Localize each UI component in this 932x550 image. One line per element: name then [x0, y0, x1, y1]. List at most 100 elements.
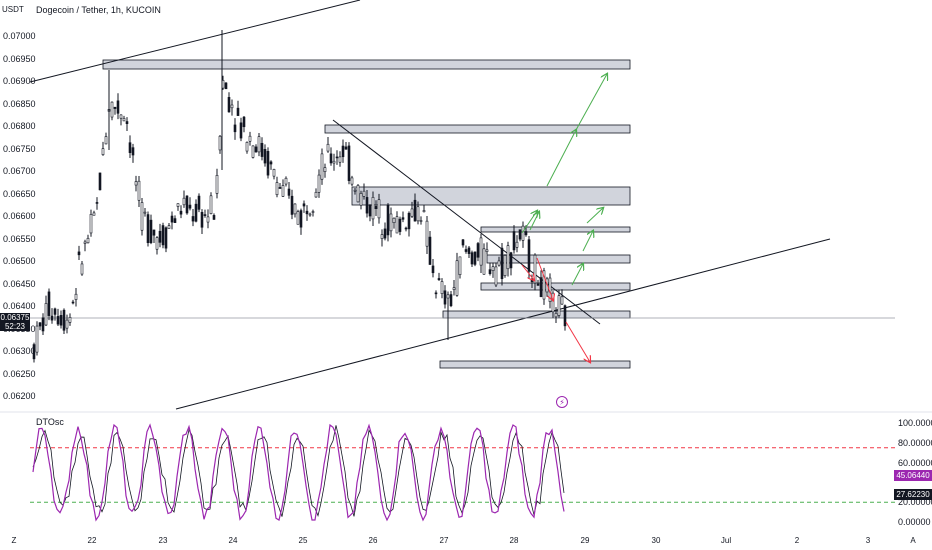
- price-zone: [442, 310, 631, 319]
- candle-body: [104, 136, 108, 145]
- time-axis-label: 23: [158, 536, 168, 545]
- candle-body: [263, 149, 267, 164]
- candle-body: [503, 255, 507, 276]
- candle-body: [203, 214, 207, 216]
- price-axis-label: 0.06850: [3, 98, 36, 109]
- candle-body: [482, 248, 486, 275]
- candle-body: [473, 251, 477, 265]
- candle-body: [383, 228, 387, 239]
- projection-arrow-down: [521, 264, 534, 280]
- candle-body: [428, 236, 432, 265]
- descending-trend-line: [332, 119, 601, 325]
- candle-body: [152, 229, 156, 236]
- price-axis-label: 0.06200: [3, 391, 36, 401]
- projection-arrow-down: [565, 321, 590, 362]
- candle-body: [269, 161, 273, 165]
- candle-body: [425, 220, 429, 247]
- lightning-icon[interactable]: ⚡: [556, 396, 568, 408]
- candle-body: [224, 82, 228, 90]
- candle-body: [341, 145, 345, 158]
- price-axis-label: 0.06250: [3, 368, 36, 379]
- time-axis-label: 24: [228, 536, 238, 545]
- candle-body: [125, 121, 129, 124]
- candle-body: [266, 151, 270, 176]
- time-axis-label: A: [910, 536, 916, 545]
- oscillator-title[interactable]: DTOsc: [36, 417, 64, 427]
- candle-body: [68, 317, 72, 323]
- time-axis-label: 30: [651, 536, 661, 545]
- candle-body: [461, 239, 465, 246]
- candle-body: [173, 218, 177, 223]
- candle-body: [86, 237, 90, 244]
- candle-body: [260, 142, 264, 157]
- candle-body: [404, 227, 408, 230]
- candle-body: [53, 308, 57, 315]
- candle-body: [407, 212, 411, 230]
- candle-body: [317, 174, 321, 193]
- candle-body: [374, 206, 378, 210]
- candle-body: [344, 146, 348, 150]
- projection-arrow-up: [582, 231, 593, 252]
- candle-body: [455, 260, 459, 296]
- candle-body: [278, 187, 282, 189]
- candle-body: [41, 317, 45, 332]
- candle-body: [98, 172, 102, 191]
- candle-body: [509, 252, 513, 269]
- candle-body: [329, 153, 333, 164]
- time-axis-label: Z: [11, 536, 17, 545]
- candle-body: [464, 249, 468, 252]
- candle-body: [56, 316, 60, 325]
- candle-body: [233, 124, 237, 133]
- candle-body: [293, 203, 297, 215]
- price-zone: [486, 254, 631, 264]
- price-zone: [439, 360, 631, 369]
- candle-body: [206, 216, 210, 223]
- candle-body: [146, 214, 150, 244]
- candle-body: [392, 217, 396, 223]
- symbol-title[interactable]: Dogecoin / Tether, 1h, KUCOIN: [36, 5, 161, 15]
- candle-body: [248, 135, 252, 142]
- price-axis-label: 0.06700: [3, 166, 36, 176]
- candle-body: [89, 214, 93, 234]
- candle-body: [368, 204, 372, 217]
- candle-body: [311, 211, 315, 213]
- candle-body: [170, 215, 174, 223]
- candle-body: [413, 199, 417, 222]
- time-axis-label: 27: [439, 536, 449, 545]
- candle-body: [500, 247, 504, 280]
- projection-arrow-down: [536, 257, 553, 300]
- candle-body: [380, 234, 384, 239]
- candle-body: [308, 213, 312, 216]
- oscillator-axis-label: 100.00000: [898, 418, 932, 428]
- candle-body: [485, 249, 489, 252]
- candle-body: [557, 295, 561, 316]
- candle-body: [350, 177, 354, 185]
- time-axis-label: Jul: [720, 536, 732, 545]
- candle-body: [149, 219, 153, 244]
- osc-fast-value-tag: 45.06440: [894, 470, 932, 481]
- candle-body: [251, 145, 255, 158]
- candle-body: [359, 193, 363, 206]
- candle-body: [539, 277, 543, 298]
- candle-body: [59, 315, 63, 326]
- candle-body: [467, 247, 471, 254]
- candle-body: [212, 215, 216, 220]
- candle-body: [134, 181, 138, 186]
- candle-body: [179, 210, 183, 215]
- candle-body: [560, 296, 564, 305]
- candle-body: [494, 266, 498, 286]
- candle-body: [254, 146, 258, 153]
- candle-body: [47, 291, 51, 316]
- candle-body: [164, 227, 168, 249]
- price-axis-label: 0.06550: [3, 233, 36, 244]
- candle-body: [338, 156, 342, 163]
- price-zone: [480, 282, 631, 291]
- candle-body: [155, 237, 159, 250]
- candle-body: [332, 160, 336, 164]
- time-axis-label: 29: [580, 536, 590, 545]
- candle-body: [533, 254, 537, 284]
- candle-body: [44, 303, 48, 326]
- candle-body: [74, 293, 78, 300]
- candle-body: [227, 97, 231, 113]
